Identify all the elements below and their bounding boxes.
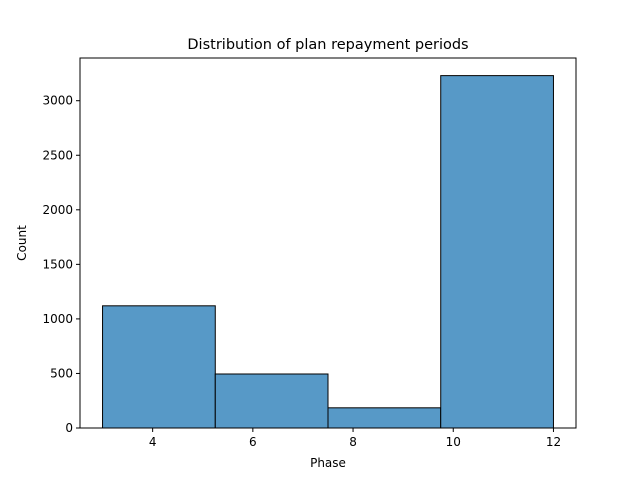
plot-frame <box>79 57 577 429</box>
y-tick-label: 0 <box>65 421 73 435</box>
chart-title: Distribution of plan repayment periods <box>187 37 468 53</box>
histogram-bar-3 <box>327 407 442 429</box>
x-axis-label: Phase <box>310 456 346 470</box>
x-tick-label: 12 <box>546 435 561 449</box>
x-tick-label: 8 <box>349 435 357 449</box>
x-tick-label: 10 <box>446 435 461 449</box>
y-tick-label: 3000 <box>42 94 73 108</box>
y-tick-label: 1000 <box>42 312 73 326</box>
histogram-bar-4 <box>440 75 554 429</box>
y-tick-label: 2000 <box>42 203 73 217</box>
histogram-bar-1 <box>102 305 216 429</box>
y-axis-label: Count <box>15 225 29 261</box>
y-tick-label: 2500 <box>42 148 73 162</box>
histogram-bar-2 <box>214 373 329 429</box>
y-axis-ticks: 0 500 1000 1500 2000 2500 3000 <box>42 94 80 435</box>
bars-group <box>102 75 554 429</box>
y-tick-label: 500 <box>50 366 73 380</box>
x-tick-label: 6 <box>249 435 257 449</box>
x-tick-label: 4 <box>149 435 157 449</box>
y-tick-label: 1500 <box>42 257 73 271</box>
x-axis-ticks: 4 6 8 10 12 <box>149 428 561 449</box>
